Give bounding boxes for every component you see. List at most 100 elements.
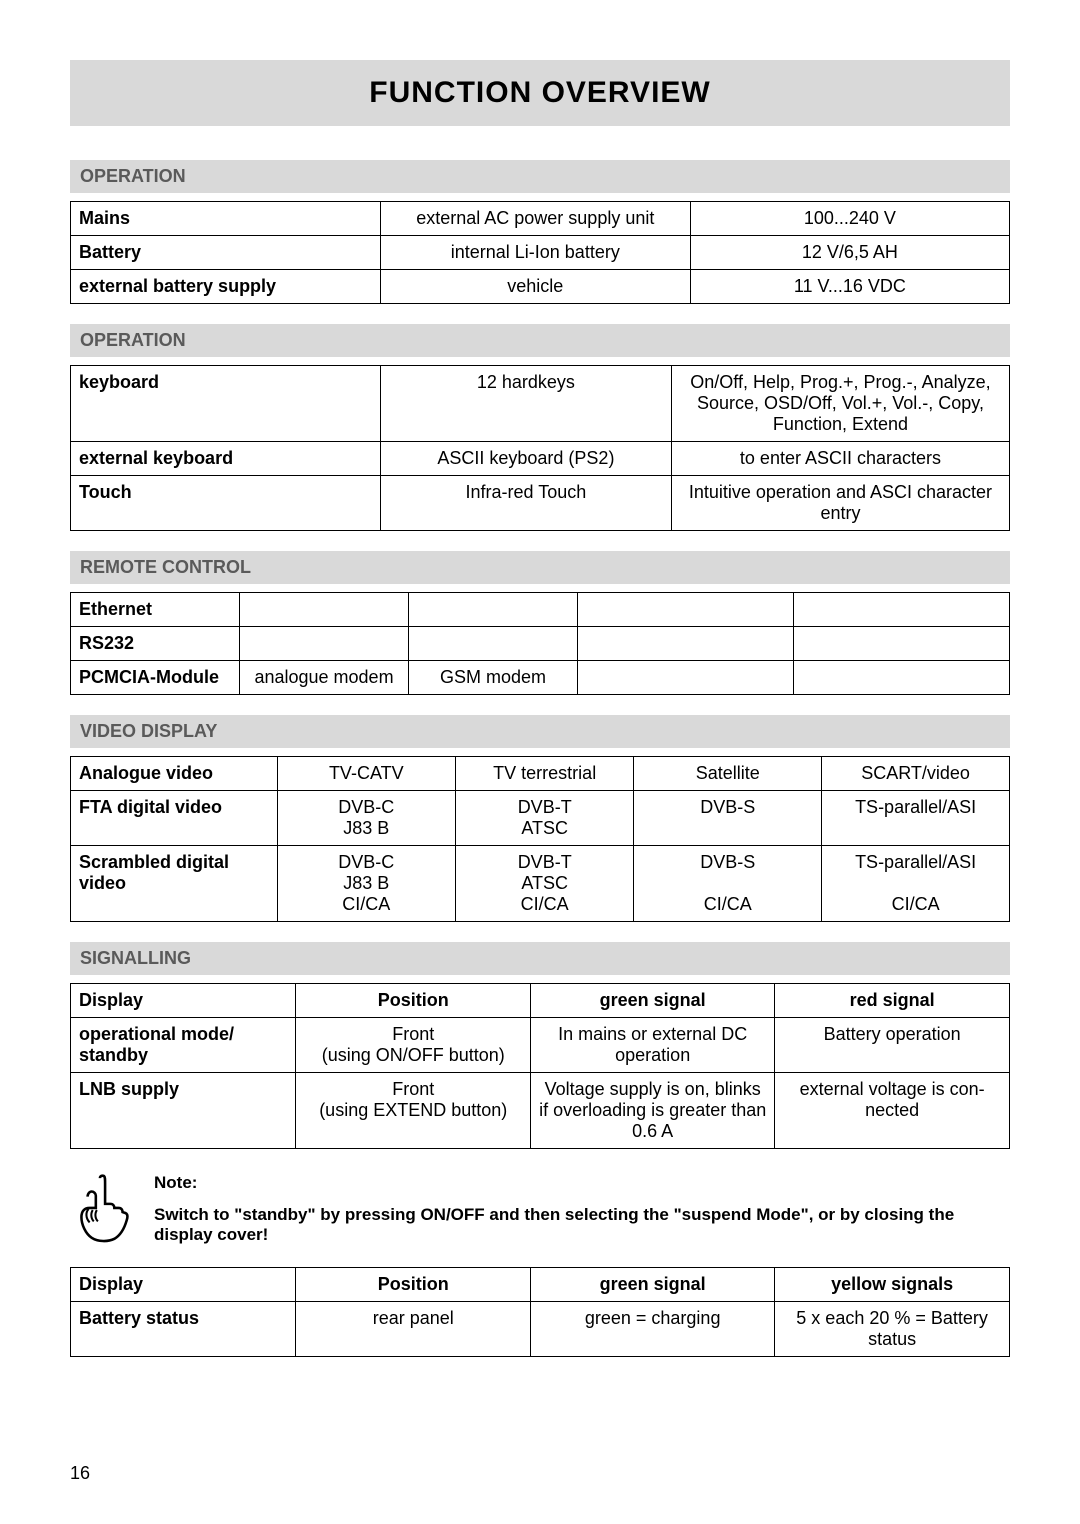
table-cell: DVB-C J83 B CI/CA (277, 846, 455, 922)
table-row: TouchInfra-red TouchIntuitive operation … (71, 476, 1010, 531)
table-cell: Battery (71, 236, 381, 270)
table-cell (578, 627, 794, 661)
table-row: Ethernet (71, 593, 1010, 627)
table-cell: PCMCIA-Module (71, 661, 240, 695)
table-cell: Scrambled digital video (71, 846, 278, 922)
table-cell (240, 627, 409, 661)
table-row: Analogue videoTV-CATVTV terrestrialSatel… (71, 757, 1010, 791)
table-video-display: Analogue videoTV-CATVTV terrestrialSatel… (70, 756, 1010, 922)
table-cell: Display (71, 1268, 296, 1302)
table-row: FTA digital videoDVB-C J83 BDVB-T ATSCDV… (71, 791, 1010, 846)
table-cell: Intuitive operation and ASCI character e… (671, 476, 1009, 531)
table-cell: external keyboard (71, 442, 381, 476)
document-page: FUNCTION OVERVIEW OPERATION Mainsexterna… (0, 0, 1080, 1524)
note-text: Note: Switch to "standby" by pressing ON… (154, 1173, 1010, 1257)
table-signalling: DisplayPositiongreen signalred signalope… (70, 983, 1010, 1149)
hand-pointing-icon (70, 1173, 134, 1250)
table-cell: operational mode/ standby (71, 1018, 296, 1073)
table-battery-status: DisplayPositiongreen signalyellow signal… (70, 1267, 1010, 1357)
title-bar: FUNCTION OVERVIEW (70, 60, 1010, 126)
table-cell (409, 627, 578, 661)
table-cell (794, 661, 1010, 695)
table-cell: external battery supply (71, 270, 381, 304)
table-row: keyboard12 hardkeysOn/Off, Help, Prog.+,… (71, 366, 1010, 442)
table-cell: Touch (71, 476, 381, 531)
table-cell: Front (using EXTEND button) (296, 1073, 531, 1149)
table-cell (578, 661, 794, 695)
table-cell: LNB supply (71, 1073, 296, 1149)
page-number: 16 (70, 1463, 90, 1484)
table-row: Scrambled digital videoDVB-C J83 B CI/CA… (71, 846, 1010, 922)
section-header-operation2: OPERATION (70, 324, 1010, 357)
table-cell: Position (296, 1268, 531, 1302)
table-row: RS232 (71, 627, 1010, 661)
table-cell: DVB-S (634, 791, 822, 846)
table-cell: Voltage supply is on, blinks if overload… (531, 1073, 775, 1149)
table-cell: Front (using ON/OFF button) (296, 1018, 531, 1073)
table-cell: 100...240 V (690, 202, 1009, 236)
table-remote-control: EthernetRS232PCMCIA-Moduleanalogue modem… (70, 592, 1010, 695)
table-row: Mainsexternal AC power supply unit100...… (71, 202, 1010, 236)
note-label: Note: (154, 1173, 1010, 1193)
table-cell: TV terrestrial (455, 757, 633, 791)
table-cell: external AC power supply unit (380, 202, 690, 236)
table-cell: rear panel (296, 1302, 531, 1357)
table-cell: to enter ASCII characters (671, 442, 1009, 476)
section-header-signalling: SIGNALLING (70, 942, 1010, 975)
table-row: external battery supplyvehicle11 V...16 … (71, 270, 1010, 304)
table-cell: DVB-C J83 B (277, 791, 455, 846)
table-cell: TS-parallel/ASI CI/CA (822, 846, 1010, 922)
table-cell: 5 x each 20 % = Battery status (775, 1302, 1010, 1357)
table-cell: TS-parallel/ASI (822, 791, 1010, 846)
table-cell: 11 V...16 VDC (690, 270, 1009, 304)
table-cell: green signal (531, 984, 775, 1018)
table-cell: yellow signals (775, 1268, 1010, 1302)
table-cell: Battery status (71, 1302, 296, 1357)
table-row: DisplayPositiongreen signalyellow signal… (71, 1268, 1010, 1302)
table-cell (409, 593, 578, 627)
table-cell (794, 593, 1010, 627)
table-cell: On/Off, Help, Prog.+, Prog.-, Analyze, S… (671, 366, 1009, 442)
note-block: Note: Switch to "standby" by pressing ON… (70, 1169, 1010, 1267)
table-cell: 12 V/6,5 AH (690, 236, 1009, 270)
table-cell (794, 627, 1010, 661)
table-cell: In mains or external DC operation (531, 1018, 775, 1073)
table-cell: Analogue video (71, 757, 278, 791)
table-cell: DVB-T ATSC (455, 791, 633, 846)
table-cell: Position (296, 984, 531, 1018)
section-header-remote: REMOTE CONTROL (70, 551, 1010, 584)
table-cell: Infra-red Touch (380, 476, 671, 531)
table-cell: green = charging (531, 1302, 775, 1357)
table-cell: Satellite (634, 757, 822, 791)
table-cell: SCART/video (822, 757, 1010, 791)
table-operation2: keyboard12 hardkeysOn/Off, Help, Prog.+,… (70, 365, 1010, 531)
table-cell: analogue modem (240, 661, 409, 695)
page-title: FUNCTION OVERVIEW (70, 76, 1010, 110)
table-cell: RS232 (71, 627, 240, 661)
section-header-video: VIDEO DISPLAY (70, 715, 1010, 748)
table-row: Battery statusrear panelgreen = charging… (71, 1302, 1010, 1357)
table-cell: Battery operation (775, 1018, 1010, 1073)
table-operation1: Mainsexternal AC power supply unit100...… (70, 201, 1010, 304)
table-cell: Mains (71, 202, 381, 236)
table-cell: FTA digital video (71, 791, 278, 846)
table-row: PCMCIA-Moduleanalogue modemGSM modem (71, 661, 1010, 695)
table-cell (578, 593, 794, 627)
table-cell (240, 593, 409, 627)
table-row: Batteryinternal Li-Ion battery12 V/6,5 A… (71, 236, 1010, 270)
table-cell: external voltage is con- nected (775, 1073, 1010, 1149)
table-cell: red signal (775, 984, 1010, 1018)
table-cell: TV-CATV (277, 757, 455, 791)
table-cell: vehicle (380, 270, 690, 304)
table-cell: internal Li-Ion battery (380, 236, 690, 270)
table-row: DisplayPositiongreen signalred signal (71, 984, 1010, 1018)
note-body: Switch to "standby" by pressing ON/OFF a… (154, 1205, 1010, 1245)
table-cell: DVB-S CI/CA (634, 846, 822, 922)
table-cell: Ethernet (71, 593, 240, 627)
table-cell: 12 hardkeys (380, 366, 671, 442)
table-cell: DVB-T ATSC CI/CA (455, 846, 633, 922)
table-row: LNB supplyFront (using EXTEND button)Vol… (71, 1073, 1010, 1149)
table-cell: GSM modem (409, 661, 578, 695)
table-cell: ASCII keyboard (PS2) (380, 442, 671, 476)
table-cell: green signal (531, 1268, 775, 1302)
